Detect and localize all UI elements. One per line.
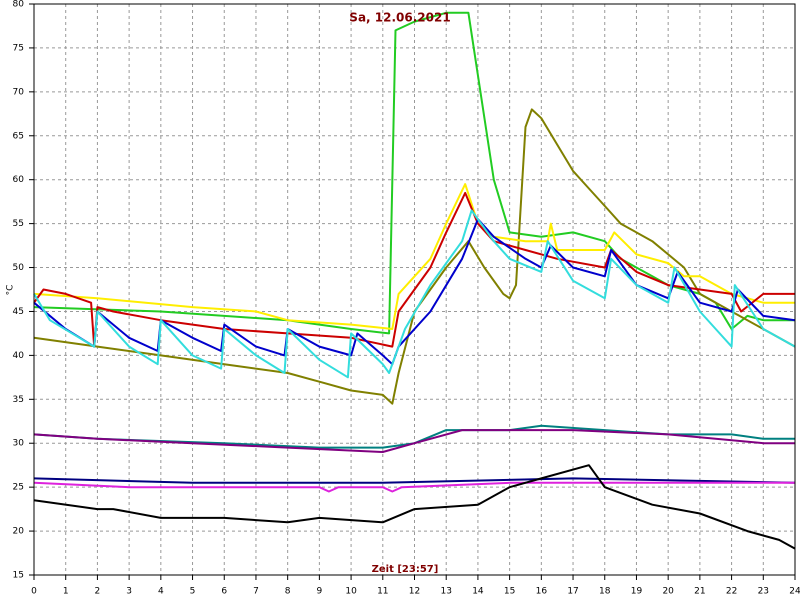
y-tick-label: 70	[13, 87, 25, 97]
series-line	[33, 429, 795, 453]
x-tick-label: 5	[190, 587, 196, 597]
y-tick-label: 20	[13, 527, 25, 537]
y-axis-label: °C	[6, 285, 16, 296]
x-tick-label: 22	[726, 587, 737, 597]
series-line	[33, 464, 796, 550]
y-tick-label: 15	[13, 571, 24, 581]
series-line	[33, 477, 796, 484]
y-tick-label: 30	[13, 439, 25, 449]
x-tick-label: 0	[31, 587, 37, 597]
x-tick-label: 14	[472, 587, 484, 597]
series-line	[33, 11, 795, 335]
x-tick-label: 13	[440, 587, 451, 597]
y-tick-label: 80	[13, 0, 25, 10]
plot-frame	[33, 3, 796, 576]
x-tick-label: 2	[95, 587, 101, 597]
y-tick-label: 75	[13, 43, 24, 53]
series-line	[33, 481, 795, 493]
x-tick-label: 1	[63, 587, 69, 597]
y-tick-label: 60	[13, 175, 25, 185]
y-tick-label: 45	[13, 307, 24, 317]
x-tick-label: 19	[631, 587, 643, 597]
x-tick-label: 20	[662, 587, 674, 597]
x-tick-label: 16	[536, 587, 548, 597]
series-line	[33, 108, 796, 405]
x-tick-label: 4	[158, 587, 164, 597]
x-tick-label: 9	[317, 587, 323, 597]
x-axis-label: Zeit [23:57]	[372, 564, 439, 575]
series-line	[33, 209, 796, 379]
y-tick-label: 65	[13, 131, 24, 141]
x-tick-label: 23	[758, 587, 769, 597]
x-tick-label: 7	[253, 587, 259, 597]
x-tick-label: 17	[567, 587, 578, 597]
x-tick-label: 11	[377, 587, 388, 597]
x-tick-label: 10	[345, 587, 357, 597]
chart-title: Sa, 12.06.2021	[349, 11, 450, 25]
x-tick-label: 24	[789, 587, 800, 597]
y-tick-label: 25	[13, 483, 24, 493]
x-tick-label: 18	[599, 587, 611, 597]
x-tick-label: 12	[409, 587, 420, 597]
x-tick-label: 3	[126, 587, 132, 597]
lines	[33, 11, 796, 550]
y-tick-label: 55	[13, 219, 24, 229]
y-tick-label: 40	[13, 351, 25, 361]
series-line	[33, 183, 795, 330]
x-tick-label: 15	[504, 587, 515, 597]
x-tick-label: 8	[285, 587, 291, 597]
x-tick-label: 21	[694, 587, 705, 597]
y-tick-label: 35	[13, 395, 24, 405]
y-tick-label: 50	[13, 263, 25, 273]
x-tick-label: 6	[221, 587, 227, 597]
